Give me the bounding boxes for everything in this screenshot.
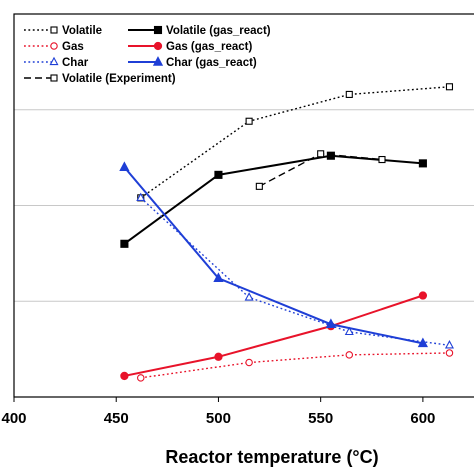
- x-tick-label-400: 400: [1, 410, 26, 427]
- legend-label-0: Volatile: [62, 25, 102, 37]
- data-point-4-0: [136, 192, 146, 201]
- legend-item-1: Volatile (gas_react): [128, 25, 271, 37]
- series-layer: [119, 83, 454, 382]
- data-point-5-2: [325, 318, 337, 328]
- x-tick-label-550: 550: [308, 410, 333, 427]
- data-point-1-2: [326, 151, 335, 160]
- legend-item-5: Char (gas_react): [128, 56, 257, 69]
- data-point-5-3: [417, 337, 429, 348]
- series-line-3: [124, 294, 424, 377]
- grid-lines: [14, 109, 474, 302]
- data-point-6-2: [378, 155, 386, 164]
- legend-item-0: Volatile: [24, 25, 102, 37]
- data-point-1-1: [214, 170, 223, 179]
- series-4: [136, 192, 454, 349]
- legend-marker-5: [152, 56, 164, 66]
- data-point-4-3: [444, 340, 454, 349]
- series-5: [119, 161, 429, 348]
- data-point-2-1: [245, 358, 253, 367]
- legend-marker-1: [153, 25, 163, 35]
- series-line-0: [140, 86, 450, 199]
- data-point-2-3: [445, 349, 454, 357]
- data-point-4-1: [244, 292, 254, 301]
- legend-label-5: Char (gas_react): [166, 57, 257, 69]
- x-axis-title: Reactor temperature (°C): [165, 447, 378, 467]
- legend-marker-3: [153, 41, 163, 51]
- series-line-1: [123, 154, 423, 245]
- legend-item-2: Gas: [24, 41, 84, 53]
- data-point-3-1: [214, 352, 223, 361]
- legend-label-3: Gas (gas_react): [166, 41, 252, 53]
- data-point-4-2: [344, 326, 354, 336]
- legend-label-6: Volatile (Experiment): [62, 73, 176, 85]
- series-line-2: [140, 352, 450, 379]
- legend: Volatile Volatile (gas_react) Gas Gas (gas_…: [24, 25, 271, 85]
- legend-marker-0: [50, 26, 58, 34]
- data-point-2-2: [345, 351, 354, 359]
- legend-marker-2: [50, 42, 58, 50]
- x-axis-ticks: 400 450 500 550 600: [1, 397, 435, 427]
- series-2: [137, 349, 454, 382]
- data-point-0-2: [345, 90, 353, 98]
- data-point-5-0: [119, 161, 130, 171]
- legend-item-3: Gas (gas_react): [128, 41, 252, 53]
- x-tick-label-600: 600: [410, 410, 435, 427]
- data-point-2-0: [137, 374, 145, 382]
- legend-label-1: Volatile (gas_react): [166, 25, 271, 37]
- data-point-1-0: [120, 239, 129, 248]
- series-line-5: [123, 166, 424, 345]
- series-6: [255, 150, 386, 190]
- data-point-3-0: [120, 371, 129, 381]
- x-tick-label-500: 500: [206, 410, 231, 427]
- data-point-3-3: [418, 291, 428, 300]
- legend-label-2: Gas: [62, 41, 84, 53]
- series-3: [120, 291, 428, 381]
- data-point-5-1: [213, 272, 224, 283]
- x-tick-label-450: 450: [104, 410, 129, 427]
- data-point-0-3: [445, 83, 454, 91]
- data-point-0-1: [245, 117, 253, 125]
- data-point-6-0: [255, 182, 263, 190]
- plot-frame: [13, 13, 474, 398]
- series-0: [137, 83, 454, 202]
- series-1: [120, 151, 427, 248]
- data-point-6-1: [317, 150, 325, 158]
- legend-label-4: Char: [62, 57, 89, 69]
- series-line-4: [140, 197, 450, 346]
- legend-marker-4: [49, 56, 59, 66]
- legend-item-4: Char: [24, 56, 89, 69]
- data-point-1-3: [418, 159, 427, 168]
- legend-marker-6: [50, 74, 58, 82]
- legend-item-6: Volatile (Experiment): [24, 73, 176, 85]
